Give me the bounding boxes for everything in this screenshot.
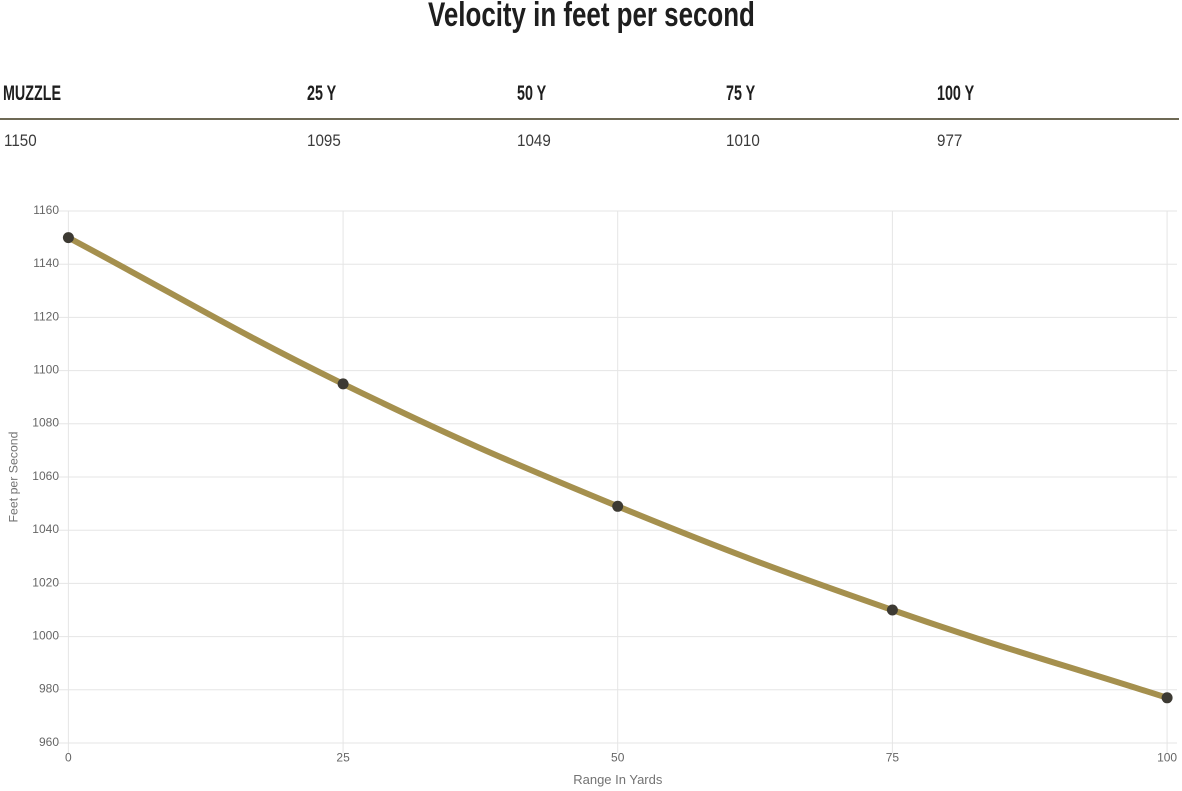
- svg-text:1080: 1080: [32, 416, 59, 430]
- svg-text:1060: 1060: [32, 469, 59, 483]
- svg-text:100: 100: [1157, 751, 1177, 765]
- svg-text:25: 25: [336, 751, 350, 765]
- svg-text:50: 50: [611, 751, 625, 765]
- svg-text:1120: 1120: [33, 309, 59, 323]
- svg-text:980: 980: [39, 682, 59, 696]
- svg-text:Range In Yards: Range In Yards: [573, 772, 663, 787]
- svg-text:0: 0: [65, 751, 72, 765]
- svg-text:Feet per Second: Feet per Second: [7, 431, 21, 522]
- svg-text:1000: 1000: [32, 629, 59, 643]
- svg-text:75: 75: [886, 751, 900, 765]
- svg-text:1020: 1020: [32, 575, 59, 589]
- svg-text:1160: 1160: [33, 203, 59, 217]
- svg-text:1040: 1040: [32, 522, 59, 536]
- svg-text:960: 960: [39, 735, 59, 749]
- svg-text:1140: 1140: [33, 256, 59, 270]
- svg-text:1100: 1100: [33, 363, 59, 377]
